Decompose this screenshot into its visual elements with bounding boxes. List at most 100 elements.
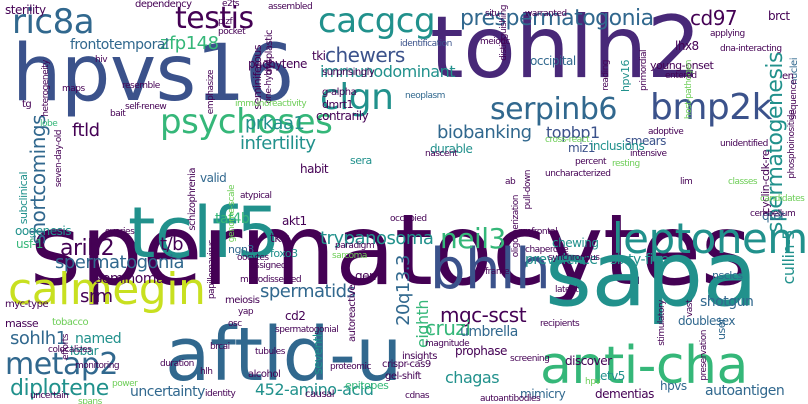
word: smears	[625, 134, 666, 148]
word: prkaa1	[245, 113, 305, 134]
word: subclinical	[17, 172, 30, 225]
word: 20q13.3	[393, 255, 414, 326]
word: percent	[575, 157, 606, 167]
word: hpvs	[660, 379, 687, 393]
word: topbp1	[546, 123, 600, 142]
word: durable	[430, 142, 473, 156]
word: prevalence	[525, 252, 598, 268]
word: g-alpha	[322, 87, 357, 98]
word: usf-1	[16, 237, 43, 251]
word: distinguishing	[499, 5, 509, 61]
word: ab	[505, 177, 516, 187]
word: cd97	[690, 6, 738, 30]
word: entered	[665, 71, 697, 81]
word: anti-cha	[540, 336, 748, 396]
word: warranted	[525, 9, 567, 19]
word: hiv	[95, 55, 108, 65]
word: lobe	[40, 119, 58, 129]
word: contrarily	[316, 109, 369, 123]
word: discover	[565, 354, 612, 368]
word: spermatids	[260, 281, 356, 302]
word: young-onset	[650, 59, 714, 72]
word: prespermatogonia	[460, 6, 654, 31]
word: chagas	[445, 368, 500, 387]
word: akt1	[282, 214, 307, 228]
word: frontotemporal	[70, 37, 169, 53]
word: pocket	[218, 27, 246, 37]
word: miz1	[568, 141, 595, 155]
word: spermatogonial	[275, 325, 339, 335]
word: monitoring	[75, 361, 120, 371]
word: assembled	[268, 2, 313, 12]
word: bmp2k	[650, 87, 773, 128]
word: ngn3	[228, 243, 254, 256]
word: meiosis	[225, 295, 260, 306]
word: proteomic	[330, 362, 372, 372]
word: infertility	[240, 133, 316, 154]
word: named	[75, 331, 122, 347]
word: plzf	[218, 17, 233, 27]
word: arih2	[60, 236, 115, 261]
word: occupied	[390, 214, 427, 224]
word: gel-shift	[385, 371, 421, 382]
word: magnitude	[425, 339, 470, 349]
word: inclusions	[590, 139, 645, 153]
word: cerebellum	[750, 209, 796, 219]
word: shotgun	[700, 294, 754, 310]
word: schizophrenia	[187, 168, 198, 231]
word: causal	[305, 389, 335, 400]
word: tki	[312, 49, 326, 63]
word: frame	[485, 267, 510, 277]
word: sapa	[545, 222, 758, 327]
word: emphasize	[206, 70, 216, 115]
word: cdnas	[405, 391, 430, 401]
word: latent	[555, 285, 579, 295]
word: tkis	[270, 231, 290, 245]
word: dna-interacting	[720, 44, 782, 54]
word: en	[782, 71, 794, 82]
word: recipients	[540, 319, 580, 329]
word: lobar	[70, 344, 99, 358]
word: one-hybrid	[264, 60, 274, 104]
word: power	[112, 379, 138, 389]
word: surprisingly	[322, 67, 375, 78]
word: metap2	[5, 347, 118, 382]
word: trypanosoma	[320, 228, 434, 249]
word: intensive	[630, 149, 667, 159]
word: etv5	[600, 369, 625, 383]
word: ftld	[72, 120, 100, 141]
word: ovaries	[105, 227, 135, 237]
word: occipital	[530, 54, 576, 68]
word: insights	[402, 351, 437, 362]
word: meiotic	[480, 37, 510, 47]
word: biobanking	[437, 122, 532, 143]
word: heterogeneity	[41, 60, 51, 117]
word: srm	[80, 286, 113, 307]
word: stimulatory	[657, 300, 667, 346]
word: candidates	[760, 194, 805, 204]
word: psychoses	[160, 102, 333, 142]
word: resting	[612, 159, 640, 169]
word: applying	[710, 29, 745, 39]
word: crispr-cas9	[382, 359, 431, 370]
word: maps	[62, 84, 85, 94]
word: seminoma	[95, 271, 165, 287]
word: umbrella	[460, 324, 518, 340]
word: immunoreactivity	[235, 99, 307, 109]
word: seventh	[311, 330, 325, 375]
word: hpvs16	[12, 29, 295, 119]
word: host-pathogen	[684, 60, 694, 120]
word: hlh	[200, 367, 213, 377]
word: neoplasm	[405, 91, 445, 101]
word: epitopes	[345, 379, 389, 392]
word: vast	[685, 300, 695, 318]
word: nsclcs	[712, 269, 743, 282]
word: uncertain	[30, 391, 69, 401]
word: chaperone	[525, 245, 569, 255]
word: neil3	[440, 222, 506, 255]
word: oocytes	[237, 253, 269, 263]
word: hpv16	[619, 60, 632, 92]
word: alcohol	[248, 369, 281, 380]
word: bhlh	[430, 237, 551, 302]
